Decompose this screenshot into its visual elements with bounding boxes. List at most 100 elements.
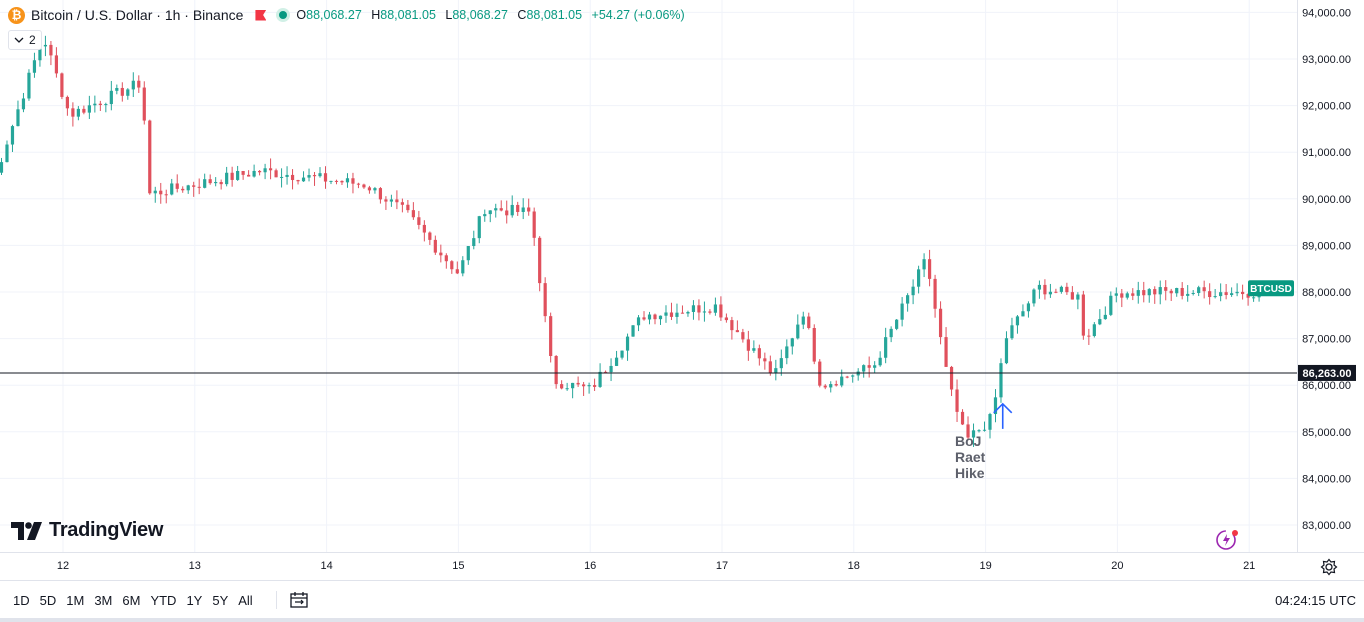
candle-body bbox=[1158, 287, 1162, 295]
candle-body bbox=[5, 144, 9, 163]
candle-body bbox=[532, 211, 536, 238]
candle-body bbox=[483, 214, 487, 217]
candle-body bbox=[1076, 294, 1080, 300]
candle-body bbox=[680, 312, 685, 314]
candle-body bbox=[735, 330, 739, 333]
candle-body bbox=[170, 183, 174, 195]
market-status-icon[interactable] bbox=[276, 8, 291, 22]
close-key: C bbox=[517, 8, 527, 22]
candle-body bbox=[76, 108, 80, 117]
up-arrow-icon[interactable] bbox=[993, 402, 1013, 429]
candle-body bbox=[49, 44, 53, 56]
candle-body bbox=[38, 46, 42, 61]
low-key: L bbox=[445, 8, 453, 22]
timeframe-all[interactable]: All bbox=[238, 593, 253, 608]
candle-body bbox=[938, 308, 943, 338]
candle-body bbox=[1153, 289, 1157, 295]
candle-body bbox=[54, 55, 59, 74]
candle-body bbox=[582, 384, 586, 387]
symbol-title[interactable]: Bitcoin / U.S. Dollar · 1h · Binance bbox=[31, 7, 244, 23]
candle-body bbox=[675, 312, 679, 317]
price-tick-label: 91,000.00 bbox=[1302, 147, 1351, 159]
price-tick-label: 93,000.00 bbox=[1302, 54, 1351, 66]
candle-body bbox=[818, 361, 822, 386]
symbol-price-label: BTCUSD bbox=[1250, 284, 1292, 295]
candle-body bbox=[197, 186, 201, 188]
tradingview-logo[interactable]: TradingView bbox=[11, 519, 163, 542]
candle-body bbox=[730, 320, 734, 331]
candle-body bbox=[1235, 291, 1239, 294]
timeframe-5d[interactable]: 5D bbox=[39, 593, 57, 608]
indicator-count: 2 bbox=[29, 33, 36, 47]
candle-body bbox=[1059, 286, 1063, 292]
candle-body bbox=[247, 174, 251, 177]
price-tick-label: 92,000.00 bbox=[1302, 101, 1351, 113]
candle-body bbox=[290, 174, 295, 181]
candle-body bbox=[296, 180, 300, 182]
candle-body bbox=[554, 356, 558, 385]
time-tick-label: 21 bbox=[1243, 560, 1255, 572]
price-tick-label: 87,000.00 bbox=[1302, 334, 1351, 346]
annotation-line-2: Raet bbox=[955, 449, 986, 465]
open-value: 88,068.27 bbox=[306, 8, 362, 22]
candle-body bbox=[252, 170, 256, 177]
candle-body bbox=[1213, 296, 1217, 298]
candle-body bbox=[1010, 325, 1014, 339]
candle-body bbox=[971, 430, 976, 438]
candle-body bbox=[104, 104, 108, 106]
timeframe-1m[interactable]: 1M bbox=[66, 593, 85, 608]
candle-body bbox=[823, 385, 827, 388]
symbol-price-badge[interactable] bbox=[1248, 280, 1294, 297]
candle-body bbox=[653, 314, 657, 320]
calendar-range-icon[interactable] bbox=[289, 590, 309, 610]
candle-body bbox=[631, 325, 635, 337]
candle-body bbox=[708, 311, 712, 313]
utc-clock[interactable]: 04:24:15 UTC bbox=[1275, 593, 1356, 608]
candle-body bbox=[1054, 291, 1058, 293]
candle-body bbox=[115, 87, 119, 91]
price-tick-label: 84,000.00 bbox=[1302, 473, 1351, 485]
candle-body bbox=[356, 183, 361, 185]
candle-body bbox=[1136, 290, 1140, 296]
candle-body bbox=[378, 188, 383, 200]
candle-body bbox=[1114, 293, 1118, 296]
candle-body bbox=[521, 207, 525, 212]
candle-body bbox=[312, 175, 317, 177]
open-key: O bbox=[296, 8, 307, 22]
candle-body bbox=[1251, 297, 1256, 299]
timeframe-5y[interactable]: 5Y bbox=[212, 593, 229, 608]
candle-body bbox=[592, 385, 597, 387]
timeframe-1y[interactable]: 1Y bbox=[186, 593, 203, 608]
candle-body bbox=[461, 260, 465, 274]
candle-body bbox=[796, 324, 800, 339]
timeframe-3m[interactable]: 3M bbox=[94, 593, 113, 608]
candle-body bbox=[203, 179, 207, 188]
candle-body bbox=[614, 357, 619, 366]
candle-body bbox=[351, 178, 355, 184]
candle-body bbox=[384, 199, 388, 202]
candle-body bbox=[466, 246, 470, 261]
candle-body bbox=[862, 365, 866, 372]
candle-body bbox=[1087, 335, 1091, 337]
candle-body bbox=[428, 232, 432, 240]
candle-body bbox=[840, 376, 844, 386]
candle-body bbox=[373, 188, 377, 191]
candle-body bbox=[1186, 293, 1190, 296]
timeframe-1d[interactable]: 1D bbox=[13, 593, 30, 608]
candle-body bbox=[159, 190, 163, 195]
candle-body bbox=[323, 173, 328, 182]
candle-body bbox=[433, 239, 437, 253]
flag-icon[interactable] bbox=[255, 9, 267, 21]
boj-annotation[interactable]: BoJ Raet Hike bbox=[955, 433, 985, 481]
candle-body bbox=[549, 316, 553, 357]
events-icon[interactable] bbox=[1213, 528, 1241, 552]
timeframe-6m[interactable]: 6M bbox=[122, 593, 141, 608]
settings-gear-icon[interactable] bbox=[1320, 558, 1338, 576]
candle-body bbox=[538, 237, 542, 284]
timeframe-ytd[interactable]: YTD bbox=[150, 593, 177, 608]
price-chart[interactable]: 83,000.00 84,000.00 85,000.00 86,000.00 87,0… bbox=[0, 0, 1364, 580]
candle-body bbox=[494, 208, 498, 211]
candle-body bbox=[1109, 295, 1113, 315]
candle-body bbox=[955, 389, 959, 412]
indicators-toggle[interactable]: 2 bbox=[8, 30, 42, 50]
